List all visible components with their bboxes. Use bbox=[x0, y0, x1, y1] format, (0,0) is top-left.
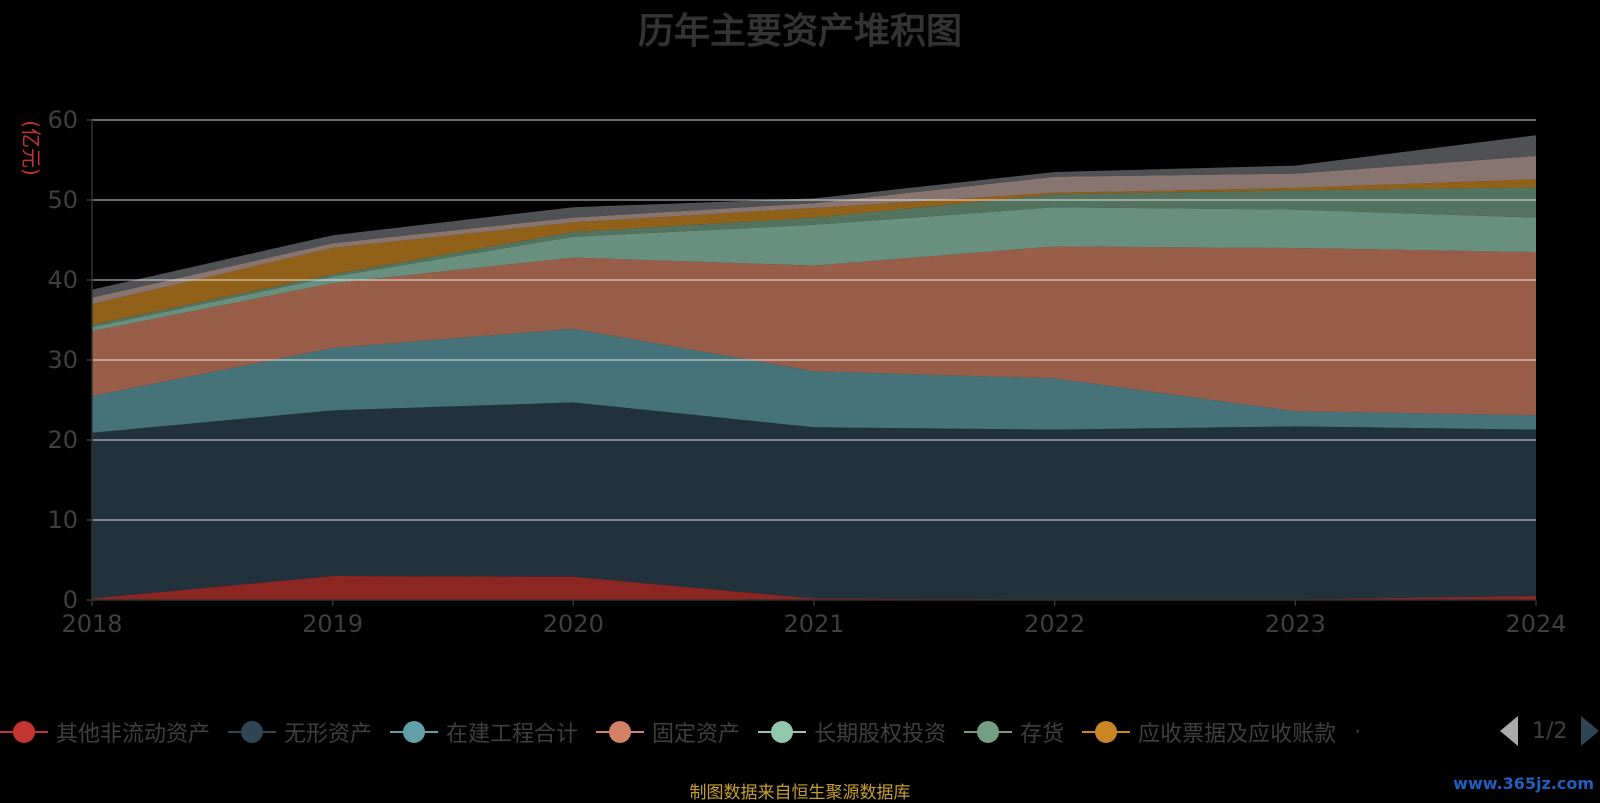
legend-marker-icon bbox=[0, 721, 48, 743]
y-tick-label: 10 bbox=[47, 506, 78, 534]
legend-item-3[interactable]: 固定资产 bbox=[596, 716, 740, 748]
legend-item-4[interactable]: 长期股权投资 bbox=[758, 716, 946, 748]
legend-item-6[interactable]: 应收票据及应收账款 bbox=[1082, 716, 1336, 748]
area-series-2 bbox=[92, 328, 1536, 433]
legend-label: 长期股权投资 bbox=[814, 722, 947, 747]
legend-marker-icon bbox=[964, 721, 1013, 743]
source-note: 制图数据来自恒生聚源数据库 bbox=[689, 783, 911, 803]
legend-marker-icon bbox=[1082, 721, 1131, 743]
area-series-5 bbox=[92, 187, 1536, 328]
y-tick-label: 0 bbox=[63, 586, 78, 614]
legend-pager: 1/2 bbox=[1500, 716, 1600, 746]
legend-item-5[interactable]: 存货 bbox=[964, 716, 1064, 748]
legend-marker-icon bbox=[390, 721, 439, 743]
x-tick-label: 2018 bbox=[61, 610, 122, 638]
watermark: www.365jz.com bbox=[1453, 774, 1594, 793]
area-series-1 bbox=[92, 402, 1536, 600]
chart-legend: 其他非流动资产 无形资产 在建工程合计 固定资产 长期股权投资 存货 应收票据及应收账款 · bbox=[0, 712, 1377, 752]
area-series-6 bbox=[92, 179, 1536, 325]
legend-label: 其他非流动资产 bbox=[56, 722, 211, 747]
x-tick-label: 2020 bbox=[543, 610, 604, 638]
x-tick-label: 2021 bbox=[783, 610, 844, 638]
x-tick-label: 2019 bbox=[302, 610, 363, 638]
y-tick-label: 20 bbox=[47, 426, 78, 454]
y-axis-unit-label: (亿元) bbox=[19, 120, 43, 176]
legend-label: 无形资产 bbox=[284, 722, 373, 747]
area-series-7 bbox=[92, 156, 1536, 304]
legend-prev-page-button[interactable] bbox=[1500, 716, 1518, 746]
legend-next-page-button[interactable] bbox=[1581, 716, 1600, 746]
x-tick-label: 2024 bbox=[1505, 610, 1566, 638]
legend-label: 固定资产 bbox=[652, 722, 741, 747]
legend-item-1[interactable]: 无形资产 bbox=[228, 716, 372, 748]
legend-marker-icon bbox=[596, 721, 645, 743]
area-series-0 bbox=[92, 576, 1536, 600]
legend-item-0[interactable]: 其他非流动资产 bbox=[0, 716, 210, 748]
area-series-3 bbox=[92, 246, 1536, 416]
x-tick-label: 2023 bbox=[1265, 610, 1326, 638]
legend-overflow-indicator: · bbox=[1354, 719, 1362, 745]
chart-title: 历年主要资产堆积图 bbox=[637, 11, 962, 52]
area-series-4 bbox=[92, 207, 1536, 332]
y-tick-label: 50 bbox=[47, 186, 78, 214]
legend-page-indicator: 1/2 bbox=[1532, 718, 1568, 744]
y-tick-label: 60 bbox=[47, 106, 78, 134]
legend-label: 存货 bbox=[1020, 722, 1065, 747]
y-tick-label: 40 bbox=[47, 266, 78, 294]
y-tick-label: 30 bbox=[47, 346, 78, 374]
legend-label: 在建工程合计 bbox=[446, 722, 579, 747]
legend-label: 应收票据及应收账款 bbox=[1138, 722, 1337, 747]
legend-marker-icon bbox=[228, 721, 277, 743]
x-tick-label: 2022 bbox=[1024, 610, 1085, 638]
legend-item-2[interactable]: 在建工程合计 bbox=[390, 716, 578, 748]
legend-marker-icon bbox=[758, 721, 807, 743]
